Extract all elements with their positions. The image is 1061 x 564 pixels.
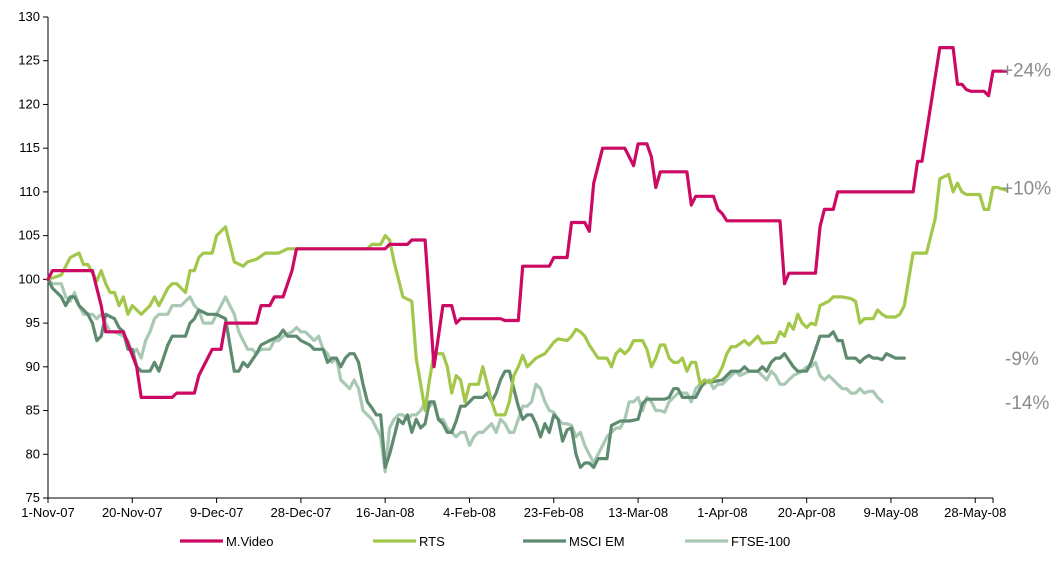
series-lines (46, 46, 1008, 474)
y-tick-label: 95 (26, 315, 40, 330)
y-tick-label: 110 (19, 184, 40, 199)
legend-label-rts: RTS (419, 534, 445, 549)
x-tick-label: 4-Feb-08 (443, 505, 496, 520)
series-line-msci-em (46, 277, 906, 469)
end-label-rts: +10% (1002, 179, 1051, 200)
y-tick-label: 125 (18, 53, 40, 68)
end-label-m-video: +24% (1002, 60, 1051, 81)
y-tick-label: 130 (18, 9, 40, 24)
y-tick-label: 105 (18, 228, 40, 243)
end-labels: +24% +10% -9% -14% (1002, 60, 1051, 413)
x-tick-label: 20-Nov-07 (102, 505, 163, 520)
x-tick-label: 1-Apr-08 (697, 505, 748, 520)
series-line-ftse-100 (46, 277, 884, 474)
x-tick-label: 20-Apr-08 (778, 505, 836, 520)
y-tick-label: 80 (26, 446, 40, 461)
end-label-msci-em: -9% (1005, 349, 1039, 370)
axes: 75 80 85 90 95 100 105 110 115 120 125 130 1-Nov-07 2… (18, 9, 1006, 520)
y-tick-label: 115 (19, 140, 40, 155)
legend-label-ftse-100: FTSE-100 (731, 534, 790, 549)
x-tick-label: 9-Dec-07 (190, 505, 243, 520)
x-tick-label: 28-Dec-07 (271, 505, 332, 520)
x-tick-label: 1-Nov-07 (21, 505, 74, 520)
legend: M.Video RTS MSCI EM FTSE-100 (180, 534, 790, 549)
y-tick-label: 100 (18, 271, 40, 286)
end-label-ftse-100: -14% (1005, 393, 1049, 414)
x-tick-label: 9-May-08 (863, 505, 918, 520)
y-tick-label: 120 (18, 96, 40, 111)
legend-label-m-video: M.Video (226, 534, 273, 549)
x-tick-label: 28-May-08 (944, 505, 1006, 520)
series-line-rts (46, 172, 1008, 417)
legend-label-msci-em: MSCI EM (569, 534, 625, 549)
y-tick-label: 75 (26, 490, 40, 505)
x-tick-label: 16-Jan-08 (356, 505, 415, 520)
y-tick-label: 90 (26, 359, 40, 374)
x-tick-label: 13-Mar-08 (608, 505, 668, 520)
y-tick-label: 85 (26, 403, 40, 418)
x-tick-label: 23-Feb-08 (524, 505, 584, 520)
series-line-m-video (46, 46, 1008, 399)
